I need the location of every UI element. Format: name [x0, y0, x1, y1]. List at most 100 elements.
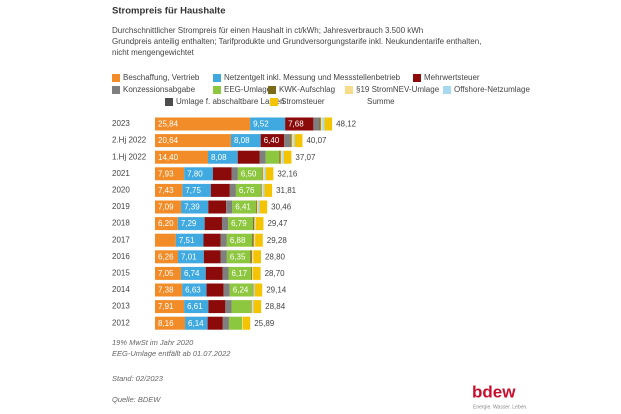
value-label: 25,84 [158, 120, 179, 129]
bar-segment [291, 134, 294, 148]
bar-segment [261, 183, 263, 197]
value-label: 20,64 [158, 136, 179, 145]
total-label: 29,14 [266, 286, 287, 295]
value-label: 7,39 [184, 203, 200, 212]
bar-segment [178, 250, 204, 264]
bar-segment [207, 150, 238, 164]
bar-segment [250, 250, 252, 264]
bar-segment [206, 283, 224, 297]
value-label: 6,41 [235, 203, 251, 212]
value-label: 6,63 [185, 286, 201, 295]
bar-segment [232, 200, 256, 214]
bar-segment [155, 233, 176, 247]
y-tick-label: 2.Hj 2022 [112, 136, 147, 145]
bar-segment [252, 233, 254, 247]
bar-segment [252, 283, 254, 297]
bar-segment [322, 117, 325, 131]
legend-label: EEG-Umlage* [224, 85, 274, 94]
bar-segment [155, 117, 251, 131]
bar-segment [251, 250, 254, 264]
bar-segment [180, 266, 206, 280]
value-label: 7,75 [185, 186, 201, 195]
legend-label: §19 StromNEV-Umlage [356, 85, 440, 94]
total-label: 48,12 [336, 120, 357, 129]
legend-label: Summe [367, 97, 395, 106]
bar-segment [155, 183, 183, 197]
value-label: 7,43 [158, 186, 174, 195]
legend-label: Offshore-Netzumlage [454, 85, 530, 94]
total-label: 28,80 [265, 252, 286, 261]
bar-segment [155, 266, 181, 280]
total-label: 25,89 [254, 319, 275, 328]
legend-swatch [165, 98, 173, 106]
bar-segment [228, 316, 243, 330]
legend-swatch [112, 74, 120, 82]
bar-segment [256, 200, 259, 214]
legend-swatch [270, 98, 278, 106]
value-label: 6,26 [158, 252, 174, 261]
bar-segment [253, 250, 261, 264]
y-tick-label: 2019 [112, 202, 130, 211]
bar-segment [231, 300, 251, 314]
bar-segment [237, 167, 262, 181]
bar-segment [203, 233, 221, 247]
legend-swatch [268, 86, 276, 94]
value-label: 6,35 [230, 252, 246, 261]
bar-segment [261, 167, 263, 181]
bar-segment [260, 134, 285, 148]
value-label: 7,05 [158, 269, 174, 278]
value-label: 7,68 [288, 120, 304, 129]
value-label: 6,50 [241, 169, 257, 178]
bar-segment [225, 300, 232, 314]
bar-segment [204, 217, 222, 231]
legend-swatch [112, 86, 120, 94]
bar-segment [264, 167, 266, 181]
bar-segment [251, 266, 253, 280]
bar-segment [255, 200, 257, 214]
value-label: 6,76 [239, 186, 255, 195]
stand: Stand: 02/2023 [112, 374, 164, 383]
value-label: 7,93 [158, 169, 174, 178]
bar-segment [253, 266, 261, 280]
bar-segment [260, 183, 262, 197]
legend-label: Netzentgelt inkl. Messung und Messstelle… [224, 73, 401, 82]
bar-segment [155, 167, 185, 181]
bar-segment [177, 217, 205, 231]
bar-segment [229, 183, 236, 197]
value-label: 7,29 [181, 219, 197, 228]
value-label: 8,16 [158, 319, 174, 328]
total-label: 29,47 [267, 219, 288, 228]
value-label: 6,61 [187, 302, 203, 311]
bar-segment [324, 117, 333, 131]
bar-segment [221, 217, 229, 231]
legend-label: Umlage f. abschaltbare Lasten [176, 97, 285, 106]
bar-segment [284, 134, 291, 148]
bar-segment [203, 250, 221, 264]
bar-segment [155, 250, 179, 264]
legend-label: Beschaffung, Vertrieb [123, 73, 200, 82]
legend-label: Stromsteuer [281, 97, 325, 106]
bar-segment [222, 266, 229, 280]
bar-segment [320, 117, 323, 131]
bar-segment [242, 316, 251, 330]
bar-segment [155, 316, 186, 330]
bar-segment [181, 200, 209, 214]
bar-segment [235, 183, 261, 197]
bar-segment [237, 150, 260, 164]
bar-segment [155, 134, 231, 148]
value-label: 9,52 [253, 120, 269, 129]
total-label: 28,84 [265, 302, 286, 311]
y-tick-label: 2018 [112, 219, 130, 228]
bar-segment [285, 117, 314, 131]
logo: bdew [472, 382, 516, 401]
bar-segment [253, 217, 255, 231]
bar-segment [208, 300, 226, 314]
bar-segment [258, 200, 260, 214]
source: Quelle: BDEW [112, 395, 161, 404]
bar-segment [262, 183, 265, 197]
bar-segment [228, 217, 254, 231]
y-tick-label: 2014 [112, 285, 130, 294]
bar-segment [220, 250, 227, 264]
value-label: 7,80 [187, 169, 203, 178]
